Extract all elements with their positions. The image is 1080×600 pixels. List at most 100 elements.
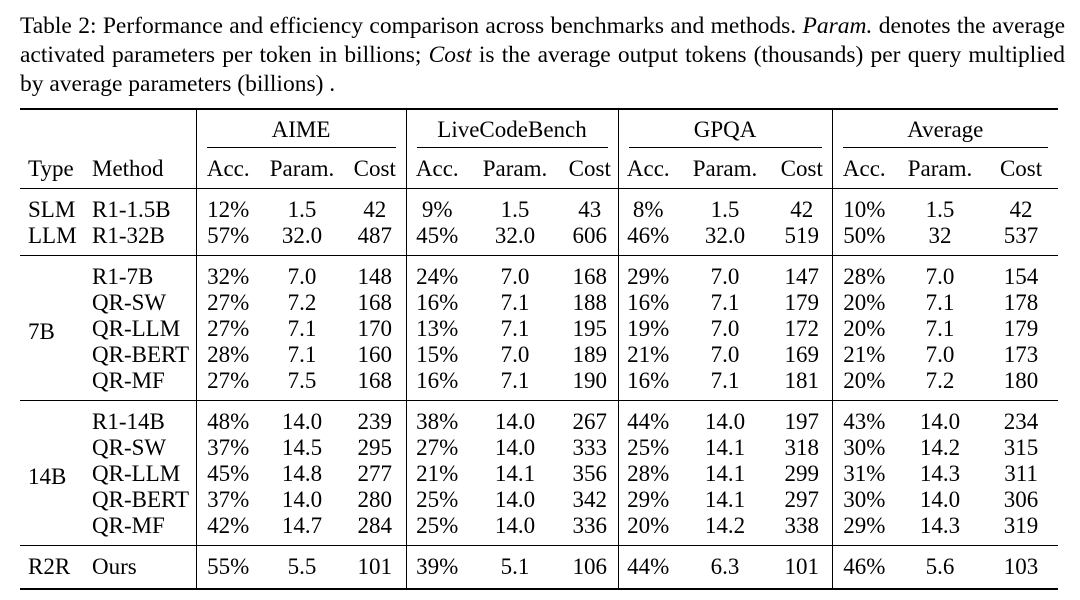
livecodebench-acc-cell: 15% bbox=[405, 342, 469, 368]
method-cell: R1-14B bbox=[92, 409, 165, 434]
average-acc-cell: 20% bbox=[831, 368, 897, 401]
type-cell: 14B bbox=[28, 464, 67, 489]
livecodebench-acc-cell: 39% bbox=[405, 545, 469, 589]
table-row: QR-LLM 27% 7.1 170 13% 7.1 195 19% 7.0 172 20% 7.1 1… bbox=[20, 316, 1058, 342]
aime-acc-cell: 12% bbox=[195, 188, 260, 223]
gpqa-cost-cell: 197 bbox=[784, 409, 820, 434]
average-cost-cell: 306 bbox=[1003, 487, 1039, 512]
aime-cost-cell: 295 bbox=[357, 435, 393, 460]
aime-param-cell: 7.5 bbox=[287, 368, 317, 393]
aime-param-cell: 7.1 bbox=[287, 342, 317, 367]
gpqa-acc-cell: 16% bbox=[617, 290, 679, 316]
aime-param-cell: 14.0 bbox=[281, 487, 323, 512]
aime-param-cell: 7.0 bbox=[287, 264, 317, 289]
column-header-param: Param. bbox=[907, 156, 973, 181]
average-param-cell: 14.0 bbox=[919, 487, 961, 512]
gpqa-param-cell: 14.1 bbox=[704, 435, 746, 460]
aime-param-cell: 1.5 bbox=[287, 197, 317, 222]
aime-cost-cell: 148 bbox=[357, 264, 393, 289]
aime-param-cell: 14.5 bbox=[281, 435, 323, 460]
group-header-aime: AIME bbox=[195, 109, 407, 150]
aime-cost-cell: 280 bbox=[357, 487, 393, 512]
livecodebench-param-cell: 14.0 bbox=[494, 409, 536, 434]
type-cell: 7B bbox=[28, 319, 55, 344]
average-acc-cell: 21% bbox=[831, 342, 897, 368]
table-row: QR-SW 27% 7.2 168 16% 7.1 188 16% 7.1 179 20% 7.1 17… bbox=[20, 290, 1058, 316]
average-cost-cell: 173 bbox=[1003, 342, 1039, 367]
gpqa-param-cell: 1.5 bbox=[710, 197, 740, 222]
aime-acc-cell: 55% bbox=[195, 545, 260, 589]
table-row: LLM R1-32B 57% 32.0 487 45% 32.0 606 46% 32.0 519 5… bbox=[20, 223, 1058, 256]
average-param-cell: 14.2 bbox=[919, 435, 961, 460]
gpqa-cost-cell: 519 bbox=[784, 223, 820, 248]
average-cost-cell: 179 bbox=[1003, 316, 1039, 341]
header-group-row: AIME LiveCodeBench GPQA Average bbox=[20, 109, 1059, 150]
average-param-cell: 14.3 bbox=[919, 461, 961, 486]
column-header-acc: Acc. bbox=[405, 150, 469, 189]
livecodebench-cost-cell: 106 bbox=[572, 554, 608, 579]
column-header-type: Type bbox=[28, 156, 74, 181]
gpqa-acc-cell: 19% bbox=[617, 316, 679, 342]
group-header-livecodebench: LiveCodeBench bbox=[405, 109, 619, 150]
average-param-cell: 7.2 bbox=[925, 368, 955, 393]
aime-acc-cell: 32% bbox=[195, 255, 260, 290]
gpqa-param-cell: 14.1 bbox=[704, 461, 746, 486]
average-acc-cell: 28% bbox=[831, 255, 897, 290]
livecodebench-acc-cell: 16% bbox=[405, 290, 469, 316]
gpqa-acc-cell: 29% bbox=[617, 487, 679, 513]
column-header-cost: Cost bbox=[568, 156, 611, 181]
livecodebench-param-cell: 14.1 bbox=[494, 461, 536, 486]
aime-acc-cell: 27% bbox=[195, 368, 260, 401]
livecodebench-cost-cell: 356 bbox=[572, 461, 608, 486]
average-acc-cell: 30% bbox=[831, 435, 897, 461]
column-header-cost: Cost bbox=[353, 156, 396, 181]
aime-cost-cell: 239 bbox=[357, 409, 393, 434]
gpqa-param-cell: 7.1 bbox=[710, 368, 740, 393]
average-param-cell: 7.1 bbox=[925, 290, 955, 315]
table-row: QR-MF 27% 7.5 168 16% 7.1 190 16% 7.1 181 20% 7.2 18… bbox=[20, 368, 1058, 401]
group-header-average: Average bbox=[831, 109, 1059, 150]
aime-acc-cell: 37% bbox=[195, 435, 260, 461]
average-acc-cell: 29% bbox=[831, 513, 897, 546]
method-cell: QR-MF bbox=[92, 513, 165, 538]
caption-mid2: is the average output tokens (thousands)… bbox=[20, 42, 1065, 97]
aime-param-cell: 5.5 bbox=[287, 554, 317, 579]
aime-cost-cell: 160 bbox=[357, 342, 393, 367]
aime-acc-cell: 37% bbox=[195, 487, 260, 513]
caption-prefix: Table 2: Performance and efficiency comp… bbox=[20, 13, 803, 39]
livecodebench-param-cell: 1.5 bbox=[500, 197, 530, 222]
gpqa-cost-cell: 338 bbox=[784, 513, 820, 538]
gpqa-cost-cell: 42 bbox=[790, 197, 814, 222]
gpqa-param-cell: 7.0 bbox=[710, 316, 740, 341]
livecodebench-cost-cell: 190 bbox=[572, 368, 608, 393]
average-param-cell: 7.0 bbox=[925, 264, 955, 289]
average-acc-cell: 30% bbox=[831, 487, 897, 513]
livecodebench-cost-cell: 195 bbox=[572, 316, 608, 341]
gpqa-cost-cell: 299 bbox=[784, 461, 820, 486]
gpqa-acc-cell: 44% bbox=[617, 400, 679, 435]
livecodebench-param-cell: 7.1 bbox=[500, 368, 530, 393]
aime-cost-cell: 277 bbox=[357, 461, 393, 486]
aime-acc-cell: 28% bbox=[195, 342, 260, 368]
aime-param-cell: 7.2 bbox=[287, 290, 317, 315]
column-header-param: Param. bbox=[482, 156, 548, 181]
table-row: SLM R1-1.5B 12% 1.5 42 9% 1.5 43 8% 1.5 42 10% 1.5 42 bbox=[20, 188, 1059, 223]
column-header-cost: Cost bbox=[999, 156, 1043, 181]
gpqa-acc-cell: 8% bbox=[617, 188, 679, 223]
aime-cost-cell: 487 bbox=[357, 223, 393, 248]
aime-acc-cell: 27% bbox=[195, 316, 260, 342]
method-cell: R1-1.5B bbox=[92, 197, 171, 222]
average-acc-cell: 43% bbox=[831, 400, 897, 435]
gpqa-cost-cell: 297 bbox=[784, 487, 820, 512]
livecodebench-param-cell: 7.1 bbox=[500, 316, 530, 341]
table-row: QR-SW 37% 14.5 295 27% 14.0 333 25% 14.1 318 30% 14… bbox=[20, 435, 1058, 461]
livecodebench-acc-cell: 45% bbox=[405, 223, 469, 256]
aime-cost-cell: 168 bbox=[357, 368, 393, 393]
livecodebench-cost-cell: 606 bbox=[572, 223, 608, 248]
caption-cost-term: Cost bbox=[428, 42, 472, 68]
method-cell: QR-BERT bbox=[92, 342, 190, 367]
livecodebench-param-cell: 5.1 bbox=[500, 554, 530, 579]
average-cost-cell: 315 bbox=[1003, 435, 1039, 460]
gpqa-param-cell: 14.2 bbox=[704, 513, 746, 538]
